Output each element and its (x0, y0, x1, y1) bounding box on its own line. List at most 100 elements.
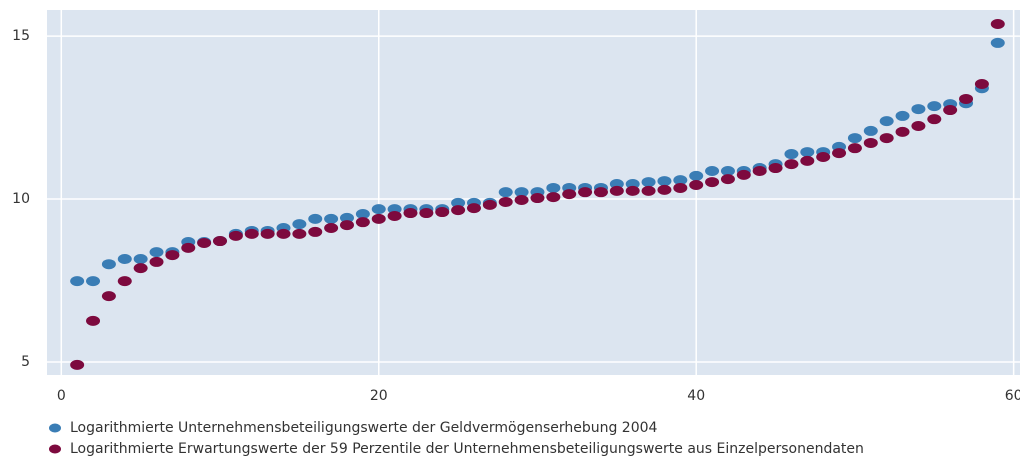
point (927, 114, 942, 125)
point (228, 230, 243, 241)
point (720, 165, 735, 176)
legend-label: Logarithmierte Unternehmensbeteiligungsw… (70, 420, 658, 436)
point (641, 185, 656, 196)
point (181, 242, 196, 253)
point (355, 217, 370, 228)
point (276, 228, 291, 239)
point (117, 253, 132, 264)
point (546, 192, 561, 203)
point (784, 159, 799, 170)
point (86, 315, 101, 326)
point (879, 116, 894, 127)
point (705, 165, 720, 176)
point (514, 194, 529, 205)
point (308, 226, 323, 237)
legend-marker (49, 444, 61, 454)
point (133, 263, 148, 274)
point (847, 133, 862, 144)
point (149, 256, 164, 267)
point (514, 187, 529, 198)
point (292, 228, 307, 239)
point (292, 219, 307, 230)
point (720, 174, 735, 185)
point (625, 185, 640, 196)
point (324, 223, 339, 234)
point (197, 238, 212, 249)
point (149, 247, 164, 258)
point (482, 199, 497, 210)
point (498, 196, 513, 207)
point (673, 182, 688, 193)
point (165, 250, 180, 261)
point (593, 187, 608, 198)
point (768, 163, 783, 174)
point (895, 110, 910, 121)
point (847, 143, 862, 154)
x-tick-label: 40 (687, 388, 705, 404)
point (562, 189, 577, 200)
point (863, 137, 878, 148)
point (530, 193, 545, 204)
point (213, 236, 228, 247)
point (657, 184, 672, 195)
point (339, 220, 354, 231)
point (752, 165, 767, 176)
point (990, 19, 1005, 30)
point (419, 208, 434, 219)
point (339, 212, 354, 223)
point (895, 126, 910, 137)
point (70, 359, 85, 370)
y-tick-label: 5 (21, 354, 30, 370)
point (466, 203, 481, 214)
point (784, 149, 799, 160)
point (689, 170, 704, 181)
point (133, 253, 148, 264)
point (86, 276, 101, 287)
legend-marker (49, 423, 61, 433)
point (927, 101, 942, 112)
point (70, 276, 85, 287)
x-tick-label: 0 (57, 388, 66, 404)
point (117, 276, 132, 287)
point (990, 37, 1005, 48)
point (451, 197, 466, 208)
point (625, 179, 640, 190)
point (244, 228, 259, 239)
x-tick-label: 20 (370, 388, 388, 404)
point (546, 182, 561, 193)
point (101, 259, 116, 270)
point (387, 204, 402, 215)
point (800, 147, 815, 158)
point (832, 148, 847, 159)
y-tick-label: 10 (12, 191, 30, 207)
point (736, 169, 751, 180)
point (498, 187, 513, 198)
x-tick-label: 60 (1005, 388, 1020, 404)
point (800, 155, 815, 166)
point (371, 204, 386, 215)
point (879, 133, 894, 144)
point (974, 78, 989, 89)
point (451, 205, 466, 216)
legend-label: Logarithmierte Erwartungswerte der 59 Pe… (70, 441, 864, 457)
point (308, 213, 323, 224)
point (371, 213, 386, 224)
point (816, 151, 831, 162)
point (641, 177, 656, 188)
point (911, 104, 926, 115)
y-tick-label: 15 (12, 28, 30, 44)
point (387, 210, 402, 221)
point (943, 105, 958, 116)
point (705, 177, 720, 188)
point (609, 185, 624, 196)
point (609, 179, 624, 190)
point (657, 176, 672, 187)
point (863, 125, 878, 136)
point (324, 213, 339, 224)
point (689, 180, 704, 191)
point (959, 93, 974, 104)
point (911, 121, 926, 132)
point (260, 228, 275, 239)
point (355, 209, 370, 220)
